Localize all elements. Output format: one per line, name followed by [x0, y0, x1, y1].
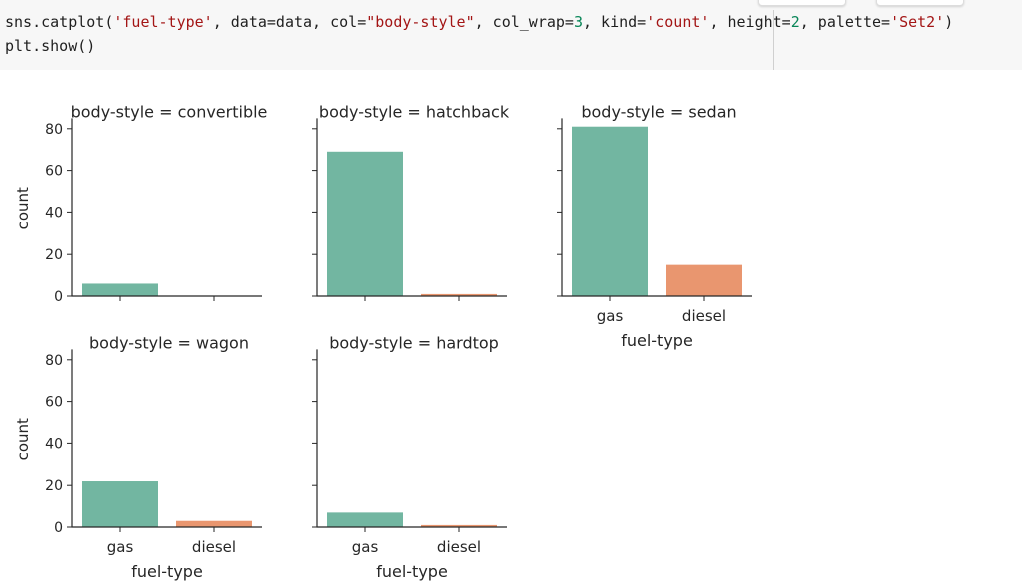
cell-toolbar-button[interactable]: [876, 0, 964, 6]
y-tick-label: 80: [45, 353, 63, 369]
facet-title: body-style = hardtop: [329, 333, 499, 352]
facet-panel: body-style = sedan gas diesel fuel-type: [557, 102, 752, 350]
facet-panel: body-style = convertible 0 20 40 60 80 count: [14, 102, 267, 305]
gas-bar: [82, 481, 158, 527]
facet-panel: body-style = hardtop gas diesel fuel-type: [312, 333, 507, 581]
x-axis-label: fuel-type: [621, 331, 693, 350]
facet-title: body-style = convertible: [71, 102, 268, 121]
ruler-line: [773, 10, 774, 70]
y-tick-label: 20: [45, 478, 63, 494]
facet-panel: body-style = hatchback: [312, 102, 510, 301]
diesel-bar: [176, 520, 252, 527]
code-cell[interactable]: sns.catplot('fuel-type', data=data, col=…: [0, 0, 1022, 70]
code-line-1: sns.catplot('fuel-type', data=data, col=…: [5, 13, 954, 31]
x-tick-label: diesel: [437, 538, 481, 556]
x-tick-label: diesel: [192, 538, 236, 556]
code-line-2: plt.show(): [5, 37, 96, 55]
y-tick-label: 40: [45, 205, 63, 221]
facet-title: body-style = sedan: [581, 102, 736, 121]
y-tick-label: 0: [54, 289, 63, 305]
diesel-bar: [421, 524, 497, 527]
gas-bar: [327, 151, 403, 296]
y-tick-label: 20: [45, 247, 63, 263]
y-tick-label: 0: [54, 520, 63, 536]
diesel-bar: [421, 293, 497, 296]
x-tick-label: gas: [597, 307, 624, 325]
facet-title: body-style = wagon: [89, 333, 249, 352]
gas-bar: [82, 283, 158, 296]
y-tick-label: 60: [45, 395, 63, 411]
y-axis-label: count: [14, 187, 32, 229]
x-axis-label: fuel-type: [131, 562, 203, 581]
x-tick-label: diesel: [682, 307, 726, 325]
x-axis-label: fuel-type: [376, 562, 448, 581]
gas-bar: [572, 126, 648, 297]
y-tick-label: 60: [45, 164, 63, 180]
x-tick-label: gas: [352, 538, 379, 556]
x-tick-label: gas: [107, 538, 134, 556]
cell-toolbar-button[interactable]: [758, 0, 846, 6]
y-axis-label: count: [14, 418, 32, 460]
facet-title: body-style = hatchback: [319, 102, 510, 121]
gas-bar: [327, 512, 403, 527]
y-tick-label: 40: [45, 436, 63, 452]
diesel-bar: [666, 264, 742, 296]
facet-panel: body-style = wagon 0 20 40 60 80 gas diesel fuel…: [14, 333, 262, 581]
y-tick-label: 80: [45, 122, 63, 138]
